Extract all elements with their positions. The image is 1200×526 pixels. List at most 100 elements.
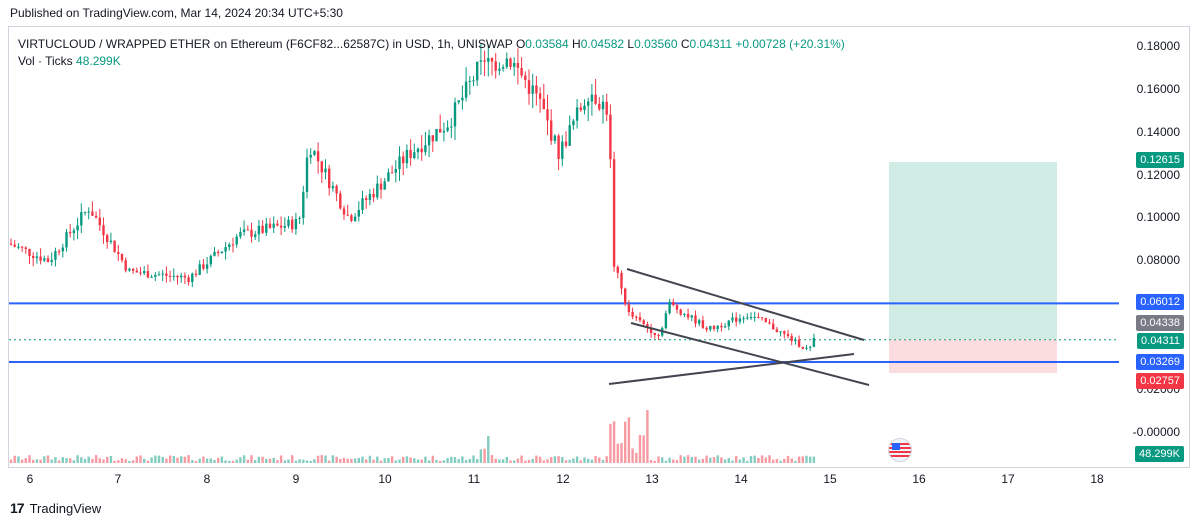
volume-bar: [513, 460, 516, 463]
candle-body: [390, 172, 394, 174]
candle-body: [172, 275, 175, 277]
x-tick-label: 8: [203, 472, 211, 486]
symbol-description[interactable]: VIRTUCLOUD / WRAPPED ETHER on Ethereum (…: [18, 37, 513, 51]
candle-body: [805, 347, 808, 349]
candle-body: [46, 258, 50, 262]
volume-bar: [712, 457, 716, 463]
candle-body: [642, 320, 645, 324]
volume-bar: [457, 459, 460, 463]
volume-bar: [135, 456, 138, 463]
candle-body: [649, 327, 653, 333]
candle-body: [117, 252, 120, 254]
volume-bar: [342, 457, 346, 463]
volume-bar: [109, 456, 113, 463]
volume-bar: [106, 456, 109, 463]
candle-body: [194, 273, 198, 275]
candle-body: [620, 272, 623, 289]
candle-body: [612, 159, 616, 267]
candle-body: [420, 148, 423, 153]
candle-body: [365, 198, 368, 201]
volume-bar: [461, 456, 464, 463]
volume-bar: [83, 458, 87, 463]
candle-body: [305, 157, 309, 192]
candle-body: [457, 100, 460, 103]
volume-bar: [797, 456, 801, 463]
x-tick-label: 9: [292, 472, 300, 486]
volume-bar: [439, 460, 442, 463]
candle-body: [242, 229, 246, 233]
volume-bar: [80, 457, 83, 463]
volume-bar: [205, 458, 209, 463]
candle-body: [439, 128, 442, 133]
chart-panel[interactable]: [8, 26, 1190, 468]
candle-body: [161, 273, 164, 275]
volume-bar: [405, 456, 409, 463]
volume-bar: [464, 459, 468, 463]
volume-bar: [231, 460, 235, 463]
candle-body: [527, 80, 531, 94]
volume-bar: [646, 410, 649, 463]
volume-bar: [313, 459, 316, 463]
candle-body: [738, 318, 742, 322]
candle-body: [376, 183, 379, 198]
candle-body: [775, 329, 779, 333]
high-label: H: [572, 37, 581, 51]
volume-bar: [165, 458, 168, 463]
candle-body: [157, 274, 161, 276]
volume-bar: [176, 457, 179, 463]
candle-body: [357, 210, 360, 217]
candle-body: [524, 75, 527, 81]
candle-body: [217, 251, 220, 254]
volume-bar: [57, 460, 61, 463]
volume-bar: [605, 456, 608, 463]
volume-bar: [254, 460, 257, 463]
volume-bar: [161, 456, 164, 463]
volume-bar: [213, 460, 216, 463]
candle-body: [32, 255, 35, 259]
volume-bar: [727, 458, 730, 463]
candle-body: [394, 169, 397, 173]
x-tick-label: 12: [556, 472, 570, 486]
volume-bar: [209, 458, 212, 463]
volume-bar: [272, 457, 275, 463]
candle-body: [476, 61, 479, 81]
candle-body: [694, 315, 697, 324]
volume-bar: [723, 459, 727, 463]
volume-label[interactable]: Vol · Ticks: [18, 54, 73, 68]
candle-body: [239, 232, 242, 237]
candle-body: [113, 240, 116, 253]
volume-bar: [601, 459, 605, 463]
lower-trendline: [630, 322, 870, 386]
candle-body: [202, 264, 205, 269]
last-price-tag: 0.04311: [1137, 333, 1184, 349]
volume-bar: [220, 456, 224, 463]
candle-body: [13, 244, 16, 247]
volume-bar: [168, 455, 172, 463]
volume-bar: [379, 460, 383, 463]
candle-body: [328, 168, 331, 189]
volume-bar: [786, 455, 790, 463]
volume-bar: [117, 460, 120, 463]
candle-body: [257, 225, 261, 235]
candle-body: [742, 318, 745, 320]
candle-body: [424, 145, 427, 153]
volume-bar: [361, 456, 364, 463]
volume-bar: [783, 458, 786, 463]
us-flag-icon[interactable]: [888, 438, 912, 462]
volume-bar: [653, 460, 656, 463]
candle-body: [91, 211, 94, 216]
volume-bar: [450, 456, 453, 463]
candle-body: [205, 264, 209, 269]
volume-bar: [50, 459, 53, 463]
tradingview-logo-icon: 17: [10, 500, 25, 516]
volume-bar: [675, 460, 679, 463]
candle-body: [298, 218, 301, 220]
candle-body: [446, 127, 449, 131]
volume-bar: [180, 456, 183, 463]
candle-body: [183, 275, 187, 278]
candle-body: [672, 301, 675, 306]
candlestick-chart[interactable]: [9, 27, 1191, 469]
candle-body: [231, 244, 235, 246]
candle-body: [575, 107, 579, 121]
volume-bar: [202, 456, 205, 463]
